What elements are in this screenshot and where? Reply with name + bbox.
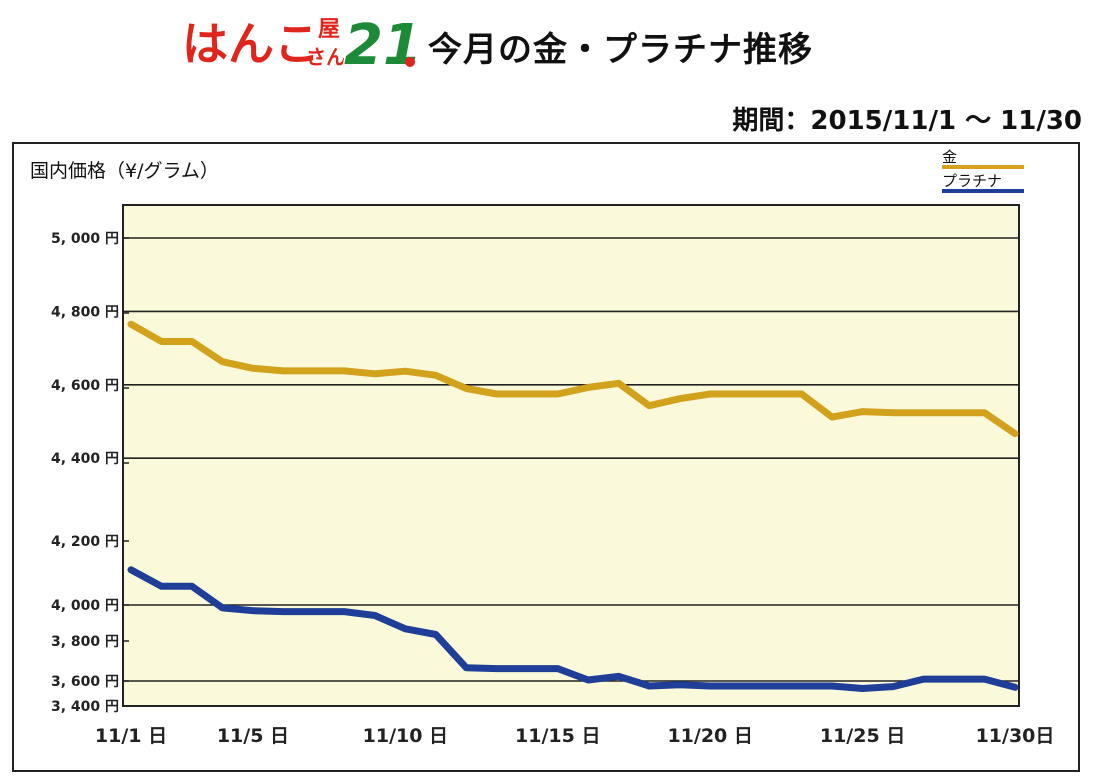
y-tick-label: 4, 800 円 (51, 304, 119, 320)
y-tick-label: 4, 000 円 (51, 598, 119, 614)
x-tick-label: 11/1 日 (95, 725, 167, 747)
page-title: 今月の金・プラチナ推移 (428, 30, 813, 70)
y-tick-label: 5, 000 円 (51, 231, 119, 247)
x-tick-label: 11/20 日 (667, 725, 752, 747)
y-tick-label: 3, 600 円 (51, 674, 119, 690)
hankoya-logo: はんこ 屋 さん 21 (181, 12, 419, 75)
x-tick-label: 11/15 日 (515, 725, 600, 747)
legend-swatch-platinum (942, 189, 1024, 193)
logo-san-text: さん (306, 45, 346, 69)
series-line-platinum (127, 566, 1019, 692)
logo-ya-text: 屋 (318, 17, 340, 42)
period-label: 期間：2015/11/1 〜 11/30 (732, 106, 1082, 136)
logo-main-text: はんこ (182, 17, 320, 71)
x-tick-label: 11/10 日 (363, 725, 448, 747)
x-tick-label: 11/25 日 (820, 725, 905, 747)
y-tick-label: 4, 600 円 (51, 378, 119, 394)
legend-item-gold: 金 (942, 148, 1024, 172)
series-line-gold (127, 320, 1019, 438)
y-tick-label: 4, 200 円 (51, 534, 119, 550)
legend-item-platinum: プラチナ (942, 172, 1024, 196)
y-tick-label: 3, 400 円 (51, 699, 119, 715)
legend-swatch-gold (942, 165, 1024, 169)
y-tick-label: 3, 800 円 (51, 634, 119, 650)
x-tick-label: 11/5 日 (217, 725, 289, 747)
chart-frame (12, 142, 1080, 772)
legend-label-platinum: プラチナ (942, 172, 1003, 190)
registered-mark-icon (405, 57, 415, 67)
y-axis-title: 国内価格（¥/グラム） (30, 160, 219, 182)
x-tick-label: 11/30日 (976, 725, 1055, 747)
plot-area (122, 204, 1020, 707)
chart-legend: 金 プラチナ (942, 148, 1024, 196)
legend-label-gold: 金 (942, 148, 958, 166)
y-tick-label: 4, 400 円 (51, 451, 119, 467)
